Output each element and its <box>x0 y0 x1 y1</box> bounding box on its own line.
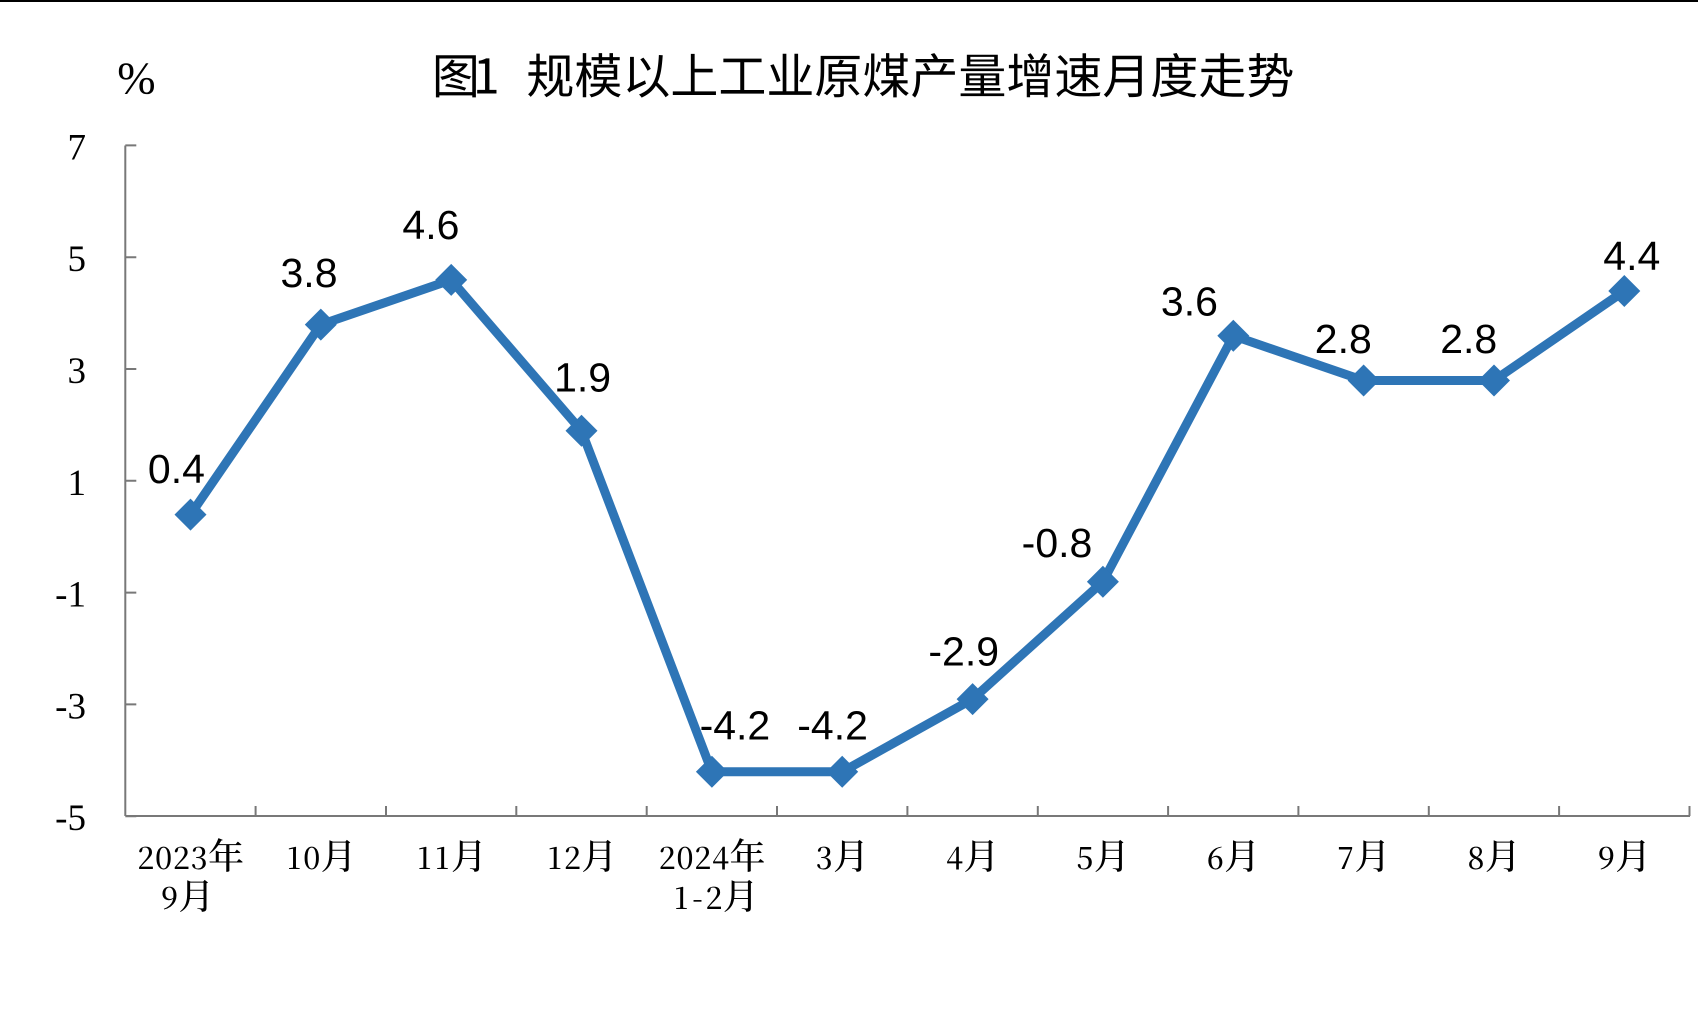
svg-text:-3: -3 <box>55 686 86 727</box>
svg-text:1: 1 <box>68 463 87 504</box>
svg-text:-4.2: -4.2 <box>700 703 771 749</box>
svg-text:4.6: 4.6 <box>402 202 459 248</box>
svg-text:-0.8: -0.8 <box>1022 520 1093 566</box>
svg-text:-2.9: -2.9 <box>928 629 999 675</box>
svg-text:4.4: 4.4 <box>1603 233 1660 279</box>
svg-text:7: 7 <box>68 127 87 168</box>
svg-text:3.6: 3.6 <box>1161 278 1218 324</box>
svg-text:0.4: 0.4 <box>148 446 205 492</box>
svg-text:3: 3 <box>68 351 87 392</box>
svg-text:3.8: 3.8 <box>281 250 338 296</box>
svg-text:1.9: 1.9 <box>554 355 611 401</box>
svg-text:2.8: 2.8 <box>1315 316 1372 362</box>
svg-text:%: % <box>117 52 155 103</box>
svg-text:5: 5 <box>68 239 87 280</box>
svg-text:-4.2: -4.2 <box>797 703 868 749</box>
svg-text:2.8: 2.8 <box>1440 316 1497 362</box>
svg-text:-1: -1 <box>55 575 86 616</box>
svg-text:-5: -5 <box>55 798 86 839</box>
